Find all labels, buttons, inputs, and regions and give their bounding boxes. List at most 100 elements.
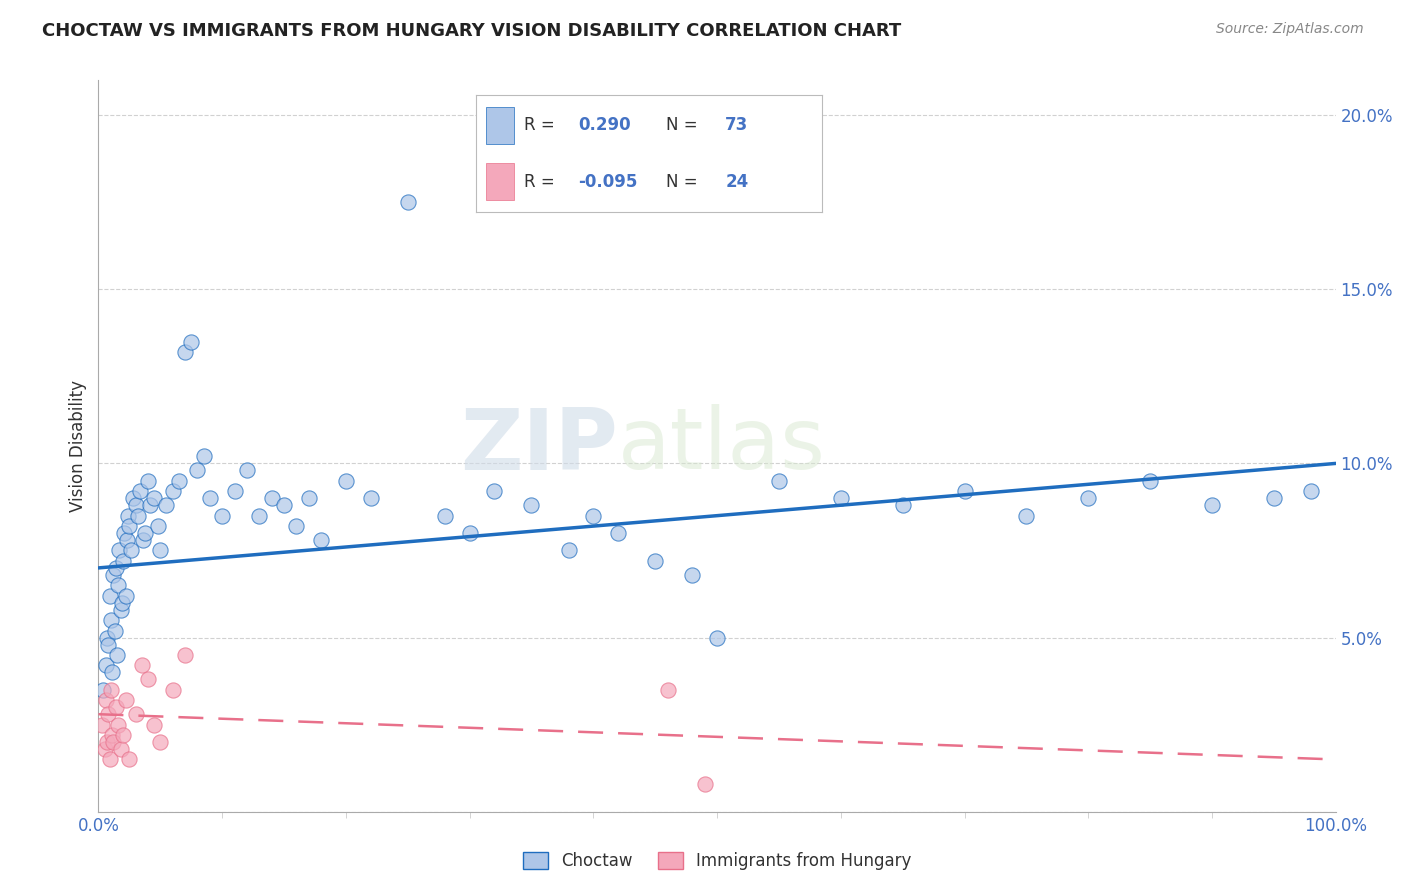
Point (120, 543, 142, 558)
Text: Source: ZipAtlas.com: Source: ZipAtlas.com (1216, 22, 1364, 37)
Legend: Choctaw, Immigrants from Hungary: Choctaw, Immigrants from Hungary (516, 845, 918, 877)
Point (117, 508, 139, 523)
Text: atlas: atlas (619, 404, 827, 488)
Point (104, 561, 127, 575)
Point (1139, 474, 1161, 488)
Point (97, 707, 120, 722)
Point (97, 638, 120, 652)
Point (96, 631, 118, 645)
Point (768, 474, 790, 488)
Point (211, 508, 233, 523)
Point (101, 728, 124, 742)
Point (484, 484, 506, 499)
Point (131, 658, 153, 673)
Point (360, 491, 382, 506)
Point (93, 742, 115, 756)
Point (118, 752, 141, 766)
Point (607, 526, 630, 541)
Point (273, 498, 295, 512)
Point (96, 735, 118, 749)
Point (118, 519, 141, 533)
Point (114, 589, 136, 603)
Point (129, 484, 152, 499)
Point (224, 484, 246, 499)
Point (193, 450, 215, 464)
Point (236, 463, 259, 477)
Point (1299, 484, 1322, 499)
Point (100, 613, 122, 627)
Point (706, 631, 728, 645)
Point (101, 665, 124, 680)
Point (198, 491, 221, 506)
Point (149, 543, 172, 558)
Point (247, 508, 270, 523)
Point (134, 526, 156, 541)
Point (105, 648, 128, 662)
Point (107, 717, 129, 731)
Point (110, 603, 132, 617)
Point (681, 567, 703, 582)
Point (132, 533, 155, 547)
Point (167, 474, 190, 488)
Point (100, 682, 122, 697)
Point (830, 491, 852, 506)
Point (657, 682, 679, 697)
Point (285, 519, 308, 533)
Point (143, 491, 166, 506)
Point (98, 589, 121, 603)
Point (149, 735, 172, 749)
Point (174, 648, 197, 662)
Point (146, 519, 169, 533)
Point (94, 658, 117, 673)
Point (122, 491, 145, 506)
Text: CHOCTAW VS IMMIGRANTS FROM HUNGARY VISION DISABILITY CORRELATION CHART: CHOCTAW VS IMMIGRANTS FROM HUNGARY VISIO… (42, 22, 901, 40)
Point (111, 596, 134, 610)
Point (136, 474, 159, 488)
Point (433, 508, 456, 523)
Point (693, 777, 716, 791)
Point (107, 578, 129, 592)
Point (127, 508, 149, 523)
Point (396, 195, 419, 210)
Point (104, 700, 127, 714)
Point (103, 624, 125, 638)
Point (93, 682, 115, 697)
Point (110, 742, 132, 756)
Point (1077, 491, 1099, 506)
Point (180, 334, 202, 349)
Point (891, 498, 914, 512)
Point (112, 526, 135, 541)
Point (139, 498, 162, 512)
Point (582, 508, 605, 523)
Point (335, 474, 357, 488)
Point (953, 484, 976, 499)
Point (136, 673, 159, 687)
Point (143, 717, 166, 731)
Point (124, 707, 146, 722)
Point (114, 693, 136, 707)
Point (103, 735, 125, 749)
Point (162, 682, 184, 697)
Point (112, 554, 135, 568)
Point (155, 498, 177, 512)
Point (520, 498, 543, 512)
Point (644, 554, 666, 568)
Point (1015, 508, 1038, 523)
Point (162, 484, 184, 499)
Point (260, 491, 283, 506)
Point (174, 345, 197, 359)
Point (94, 693, 117, 707)
Point (298, 491, 321, 506)
Text: ZIP: ZIP (460, 404, 619, 488)
Point (1201, 498, 1223, 512)
Point (103, 567, 125, 582)
Y-axis label: Vision Disability: Vision Disability (69, 380, 87, 512)
Point (1263, 491, 1285, 506)
Point (557, 543, 579, 558)
Point (458, 526, 481, 541)
Point (112, 728, 135, 742)
Point (98, 752, 121, 766)
Point (124, 498, 146, 512)
Point (186, 463, 208, 477)
Point (115, 533, 138, 547)
